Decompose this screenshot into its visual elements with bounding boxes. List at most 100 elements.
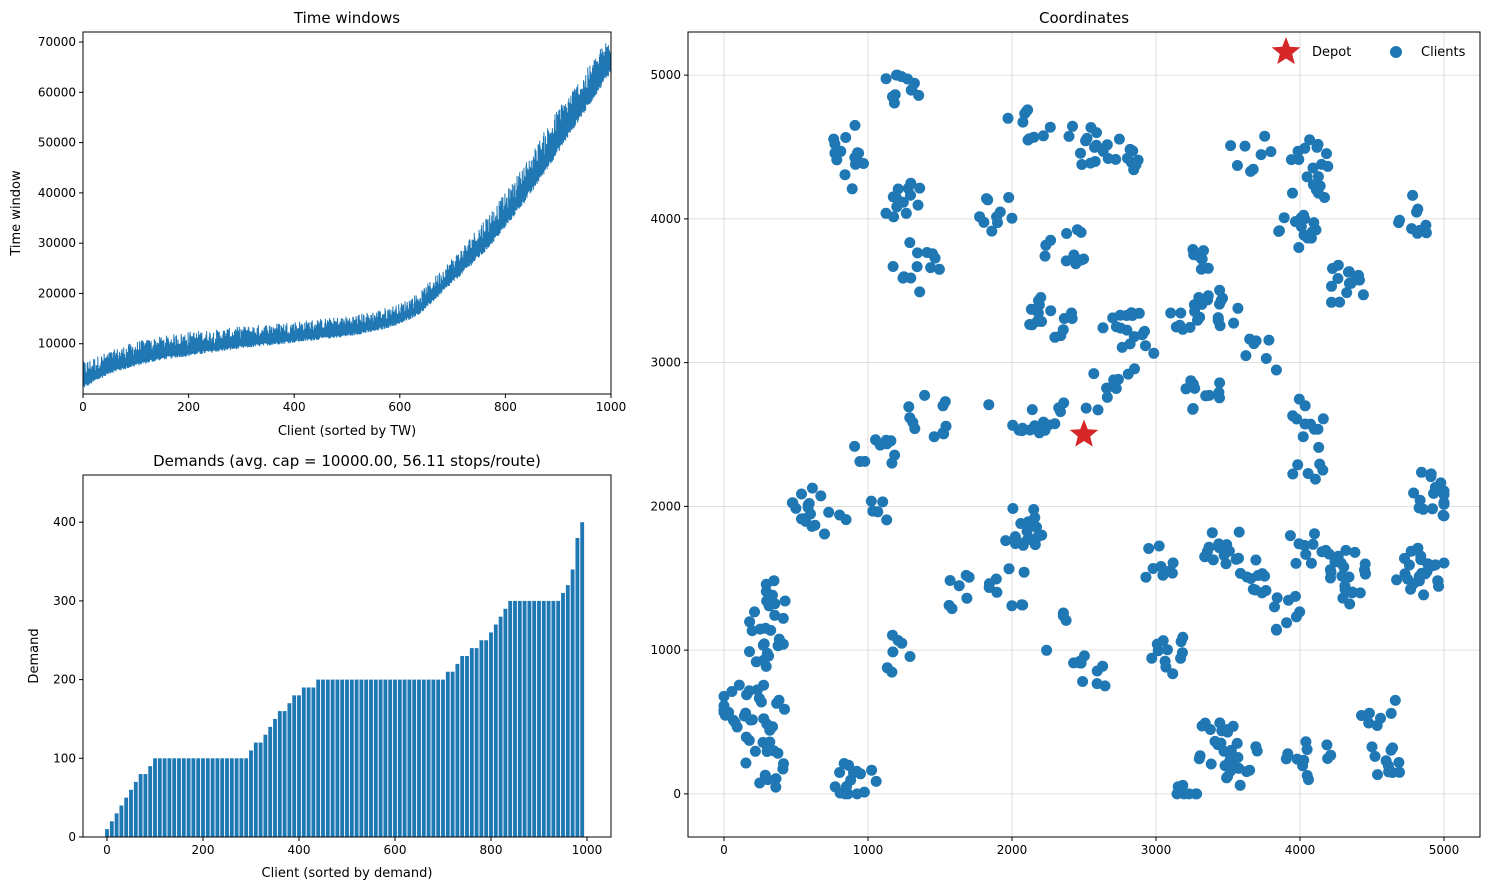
client-point xyxy=(1124,338,1136,350)
client-point xyxy=(877,496,889,508)
demand-bar xyxy=(397,679,402,837)
demand-bar xyxy=(479,640,484,837)
client-point xyxy=(829,781,841,793)
client-point xyxy=(1353,269,1364,281)
client-point xyxy=(1438,489,1450,501)
x-tick-label: 400 xyxy=(283,400,306,414)
client-point xyxy=(1344,598,1356,610)
client-point xyxy=(1113,133,1125,145)
demand-bar xyxy=(383,679,388,837)
client-point xyxy=(981,193,992,205)
client-point xyxy=(819,528,830,540)
demand-bar xyxy=(119,805,124,837)
demand-bar xyxy=(537,600,541,837)
client-point xyxy=(1202,262,1214,274)
client-point xyxy=(834,767,846,778)
client-point xyxy=(1143,543,1155,554)
demand-bar xyxy=(297,695,301,837)
client-point xyxy=(994,206,1006,218)
demand-bar xyxy=(220,758,225,837)
x-tick-label: 400 xyxy=(288,843,311,857)
client-point xyxy=(1075,147,1086,159)
demand-bar xyxy=(229,758,234,837)
client-point xyxy=(908,77,920,89)
client-point xyxy=(903,401,915,413)
client-point xyxy=(726,686,738,697)
client-point xyxy=(1037,130,1049,142)
demand-bar xyxy=(527,600,532,837)
client-point xyxy=(1175,652,1187,664)
client-point xyxy=(1039,250,1051,262)
client-point xyxy=(1420,227,1432,239)
demand-bar xyxy=(460,656,465,837)
client-point xyxy=(1249,584,1261,596)
demand-bar xyxy=(301,687,306,837)
y-tick-label: 70000 xyxy=(38,35,76,49)
client-point xyxy=(1091,678,1103,690)
demand-bar xyxy=(402,679,407,837)
client-point xyxy=(1438,557,1450,569)
x-tick-label: 200 xyxy=(177,400,200,414)
client-point xyxy=(842,788,854,800)
y-tick-label: 20000 xyxy=(38,286,76,300)
client-point xyxy=(1132,154,1144,166)
client-point xyxy=(1161,644,1173,656)
client-point xyxy=(887,629,898,641)
coordinates-frame xyxy=(687,31,1481,838)
x-tick-label: 200 xyxy=(192,843,215,857)
demand-bar xyxy=(148,766,153,837)
client-point xyxy=(1102,153,1114,164)
client-point xyxy=(889,449,901,461)
demand-bar xyxy=(162,758,167,837)
client-point xyxy=(939,396,951,408)
demand-bar xyxy=(316,679,321,837)
demand-bar xyxy=(393,679,397,837)
demand-bar xyxy=(143,774,148,837)
client-point xyxy=(1107,312,1119,324)
client-point xyxy=(933,263,945,275)
client-point xyxy=(829,138,841,150)
client-point xyxy=(1380,755,1392,767)
demand-bar xyxy=(503,608,508,837)
demand-bar xyxy=(105,829,109,837)
client-point xyxy=(1311,141,1323,153)
client-point xyxy=(1354,587,1366,599)
client-point xyxy=(1308,217,1320,229)
demand-bar xyxy=(225,758,229,837)
client-point xyxy=(754,623,766,635)
client-point xyxy=(1063,130,1075,142)
coordinates-legend: Depot Clients xyxy=(1271,37,1466,65)
client-point xyxy=(1157,569,1169,581)
client-point xyxy=(1327,263,1338,274)
client-point xyxy=(1177,631,1189,643)
client-point xyxy=(1339,580,1351,592)
client-point xyxy=(1250,554,1262,566)
client-point xyxy=(1269,601,1280,613)
client-point xyxy=(1006,212,1018,224)
client-point xyxy=(914,286,926,298)
client-point xyxy=(1425,468,1437,480)
demand-bars xyxy=(105,522,585,837)
x-tick-label: 1000 xyxy=(853,843,884,857)
demand-bar xyxy=(388,679,393,837)
demand-bar xyxy=(498,616,503,837)
client-point xyxy=(1212,313,1224,325)
y-tick-label: 100 xyxy=(53,751,76,765)
client-point xyxy=(1187,380,1199,392)
client-point xyxy=(1061,228,1073,239)
time-windows-frame xyxy=(82,31,612,395)
client-point xyxy=(1297,431,1309,443)
client-point xyxy=(1231,160,1243,171)
client-point xyxy=(909,423,921,435)
client-point xyxy=(1334,296,1346,308)
client-point xyxy=(773,633,785,645)
client-point xyxy=(1301,744,1313,755)
depot-star-icon xyxy=(1069,419,1099,447)
demand-bar xyxy=(191,758,196,837)
client-point xyxy=(851,788,863,800)
demands-x-ticks: 0 200 400 600 800 1000 xyxy=(103,837,602,857)
client-point xyxy=(944,575,956,586)
demand-bar xyxy=(541,600,546,837)
client-point xyxy=(718,690,730,702)
client-point xyxy=(852,147,863,159)
